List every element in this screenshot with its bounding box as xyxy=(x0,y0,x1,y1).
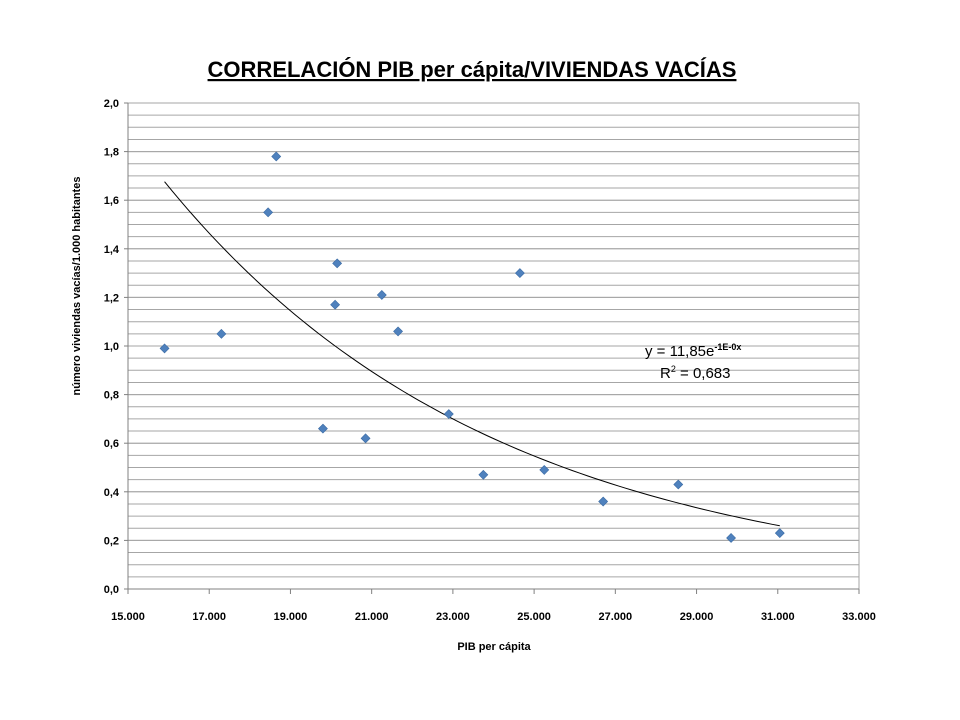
major-gridlines xyxy=(128,102,860,589)
data-point xyxy=(159,343,170,354)
x-tick-label: 19.000 xyxy=(274,611,308,623)
x-tick-label: 31.000 xyxy=(761,611,795,623)
data-point xyxy=(443,409,454,419)
y-tick-labels: 0,0 0,2 0,4 0,6 0,8 1,0 1,2 1,4 1,6 1,8 2,0 xyxy=(104,98,128,596)
data-point xyxy=(598,496,609,507)
data-point xyxy=(514,268,525,279)
x-tick-label: 27.000 xyxy=(599,611,633,623)
y-tick-label: 0,0 xyxy=(104,584,119,596)
y-tick-label: 0,4 xyxy=(104,487,120,499)
y-tick-label: 1,0 xyxy=(104,341,119,353)
chart-title: CORRELACIÓN PIB per cápita/VIVIENDAS VAC… xyxy=(208,57,737,82)
y-tick-label: 0,2 xyxy=(104,535,119,547)
y-tick-label: 0,6 xyxy=(104,438,119,450)
data-points xyxy=(159,151,785,543)
x-tick-label: 29.000 xyxy=(680,611,714,623)
trendline-equation: y = 11,85e-1E-0x xyxy=(645,342,741,360)
data-point xyxy=(216,328,227,339)
data-point xyxy=(318,423,328,434)
data-point xyxy=(726,533,736,543)
x-tick-labels: 15.000 17.000 19.000 21.000 23.000 25.000 27.0… xyxy=(111,589,876,623)
data-point xyxy=(332,258,343,269)
x-tick-label: 17.000 xyxy=(192,611,226,623)
x-tick-label: 15.000 xyxy=(111,611,145,623)
data-point xyxy=(393,326,403,337)
y-tick-label: 1,6 xyxy=(104,195,119,207)
r2-value: = 0,683 xyxy=(676,365,731,382)
r2-exponent: 2 xyxy=(671,364,676,374)
y-tick-label: 1,4 xyxy=(104,244,120,256)
data-point xyxy=(330,299,341,310)
data-point xyxy=(673,479,684,490)
data-point xyxy=(263,207,274,218)
data-point xyxy=(539,465,550,475)
x-tick-label: 33.000 xyxy=(842,611,876,623)
y-tick-label: 1,2 xyxy=(104,292,119,304)
exponential-trendline xyxy=(164,181,780,527)
data-point xyxy=(478,469,489,480)
r2-prefix: R xyxy=(660,365,671,382)
y-axis-label: número viviendas vacías/1.000 habitantes xyxy=(71,177,83,396)
data-point xyxy=(774,528,785,539)
x-tick-label: 25.000 xyxy=(517,611,551,623)
data-point xyxy=(360,433,371,444)
y-tick-label: 1,8 xyxy=(104,147,119,159)
equation-exponent: -1E-0x xyxy=(714,342,741,352)
y-tick-label: 2,0 xyxy=(104,98,119,110)
data-point xyxy=(376,290,387,300)
x-axis-label: PIB per cápita xyxy=(457,641,531,653)
equation-prefix: y = 11,85e xyxy=(645,343,714,360)
y-tick-label: 0,8 xyxy=(104,390,119,402)
x-tick-label: 23.000 xyxy=(436,611,470,623)
r-squared: R2 = 0,683 xyxy=(660,364,731,382)
data-point xyxy=(271,151,282,162)
x-tick-label: 21.000 xyxy=(355,611,389,623)
